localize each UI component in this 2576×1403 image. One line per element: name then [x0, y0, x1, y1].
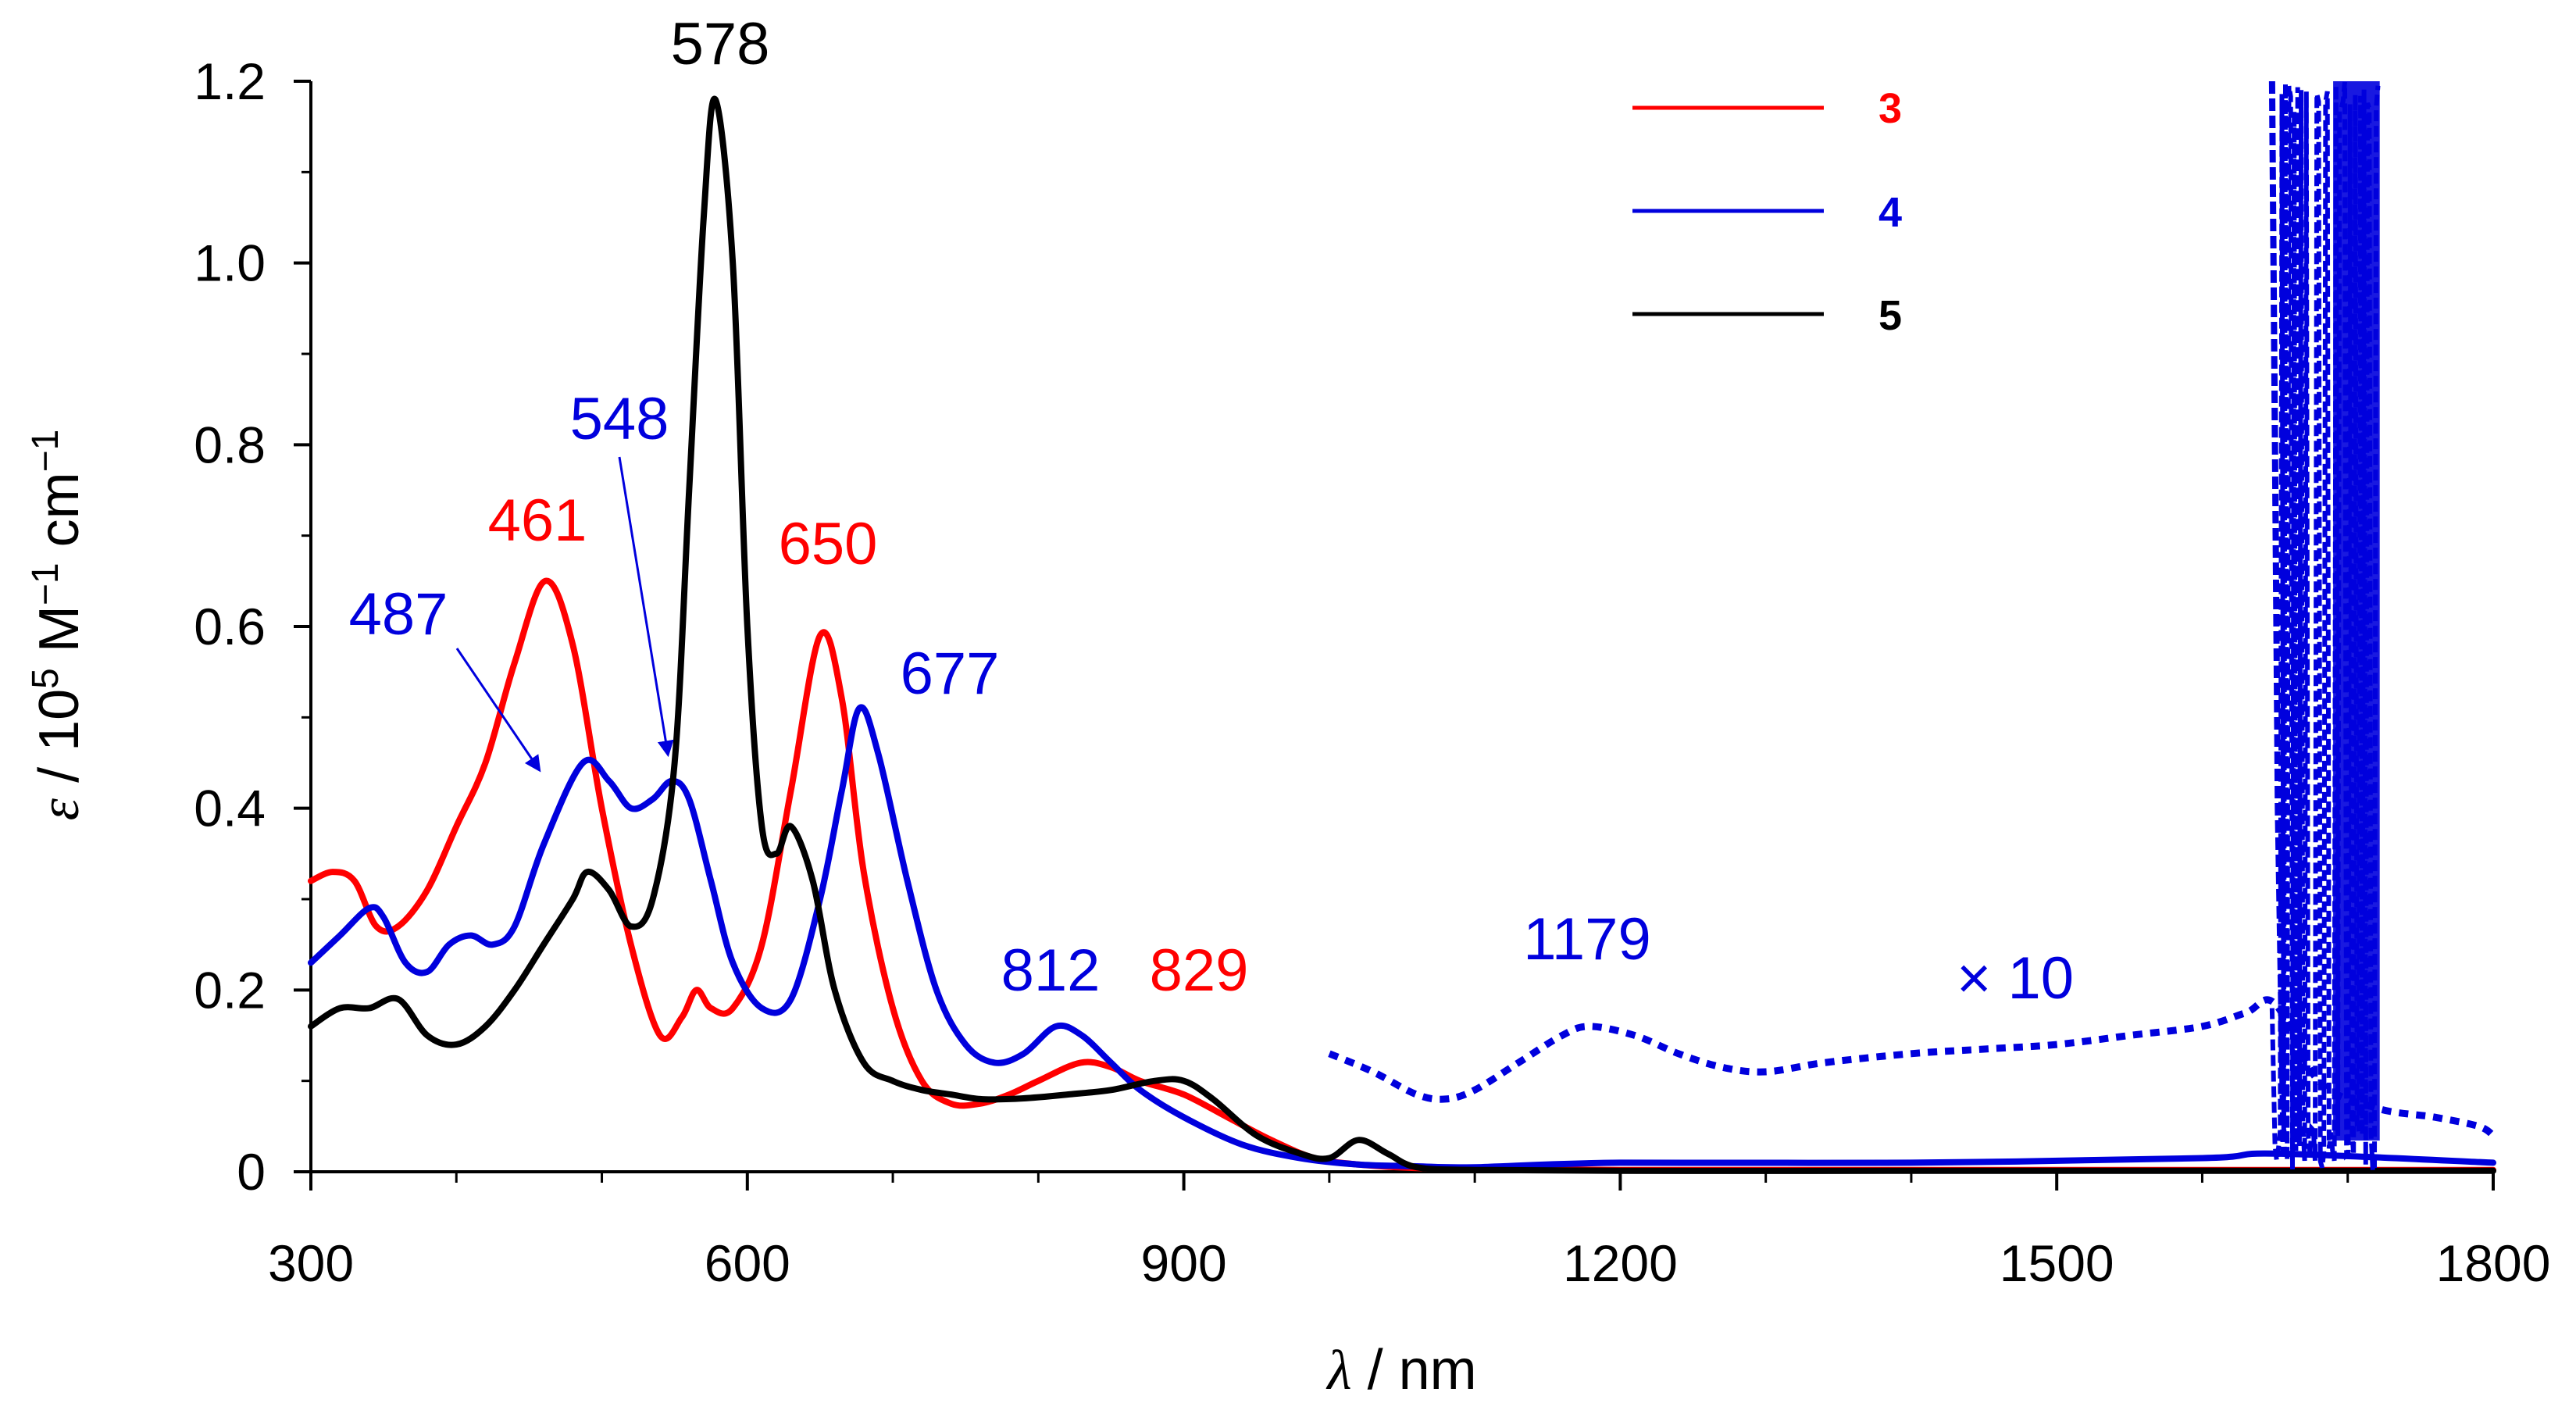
y-tick-label: 1.0 — [194, 234, 266, 292]
legend-label-5: 5 — [1878, 292, 1902, 339]
annotation-label: 812 — [1001, 937, 1101, 1004]
legend-label-4: 4 — [1878, 189, 1902, 236]
legend: 3 4 5 — [1632, 85, 1902, 339]
x-axis-symbol: λ — [1325, 1339, 1351, 1401]
axes — [309, 81, 2493, 1173]
y-axis-title: ε / 105 M−1 cm−1 — [25, 430, 91, 821]
y-axis-exp: 5 — [25, 668, 66, 689]
arrow-487 — [455, 648, 541, 773]
annotations: 578 461 650 548 487 677 812 829 1179 × 10 — [349, 11, 2074, 1012]
annotation-label: 548 — [570, 386, 669, 452]
series-line-4 — [308, 704, 2496, 1171]
y-tick-label: 0.8 — [194, 416, 266, 473]
y-tick-label: 0.4 — [194, 780, 266, 837]
y-axis-unit: / 10 — [28, 689, 91, 798]
y-tick-label: 0 — [237, 1143, 266, 1201]
annotation-label: × 10 — [1957, 945, 2074, 1012]
y-axis-exp2: −1 — [25, 562, 66, 605]
x-tick-labels: 300 600 900 1200 1500 1800 — [268, 1234, 2550, 1292]
y-tick-label: 0.2 — [194, 961, 266, 1019]
x-axis-title: λ / nm — [1325, 1339, 1476, 1401]
annotation-arrows — [455, 456, 674, 773]
series-layer — [308, 95, 2496, 1174]
arrow-548 — [618, 456, 674, 758]
y-axis-symbol: ε — [28, 798, 91, 820]
legend-label-3: 3 — [1878, 85, 1902, 132]
x-tick-label: 1500 — [2000, 1234, 2114, 1292]
series-line-5 — [308, 95, 2496, 1174]
ticks — [294, 80, 2495, 1191]
y-tick-label: 0.6 — [194, 598, 266, 655]
series-line-3 — [308, 577, 2496, 1173]
annotation-label: 487 — [349, 581, 448, 648]
x-tick-label: 1800 — [2436, 1234, 2551, 1292]
annotation-label: 461 — [488, 487, 587, 554]
y-axis-unit2: M — [28, 605, 91, 668]
x-axis-unit: / nm — [1352, 1339, 1477, 1401]
x-tick-label: 900 — [1141, 1234, 1227, 1292]
y-axis-unit3: cm — [28, 472, 91, 562]
annotation-label: 578 — [671, 11, 770, 77]
x-tick-label: 1200 — [1563, 1234, 1678, 1292]
noise-edge — [2268, 80, 2287, 1154]
annotation-label: 650 — [779, 511, 878, 577]
y-tick-label: 1.2 — [194, 52, 266, 110]
annotation-label: 677 — [901, 641, 1000, 707]
detector-noise — [2268, 80, 2381, 1175]
annotation-label: 829 — [1150, 937, 1249, 1004]
y-tick-labels: 0 0.2 0.4 0.6 0.8 1.0 1.2 — [194, 52, 266, 1201]
x-tick-label: 300 — [268, 1234, 354, 1292]
x-tick-label: 600 — [705, 1234, 790, 1292]
noise-band — [2333, 81, 2380, 1141]
y-axis-exp3: −1 — [25, 430, 66, 473]
annotation-label: 1179 — [1523, 906, 1650, 973]
